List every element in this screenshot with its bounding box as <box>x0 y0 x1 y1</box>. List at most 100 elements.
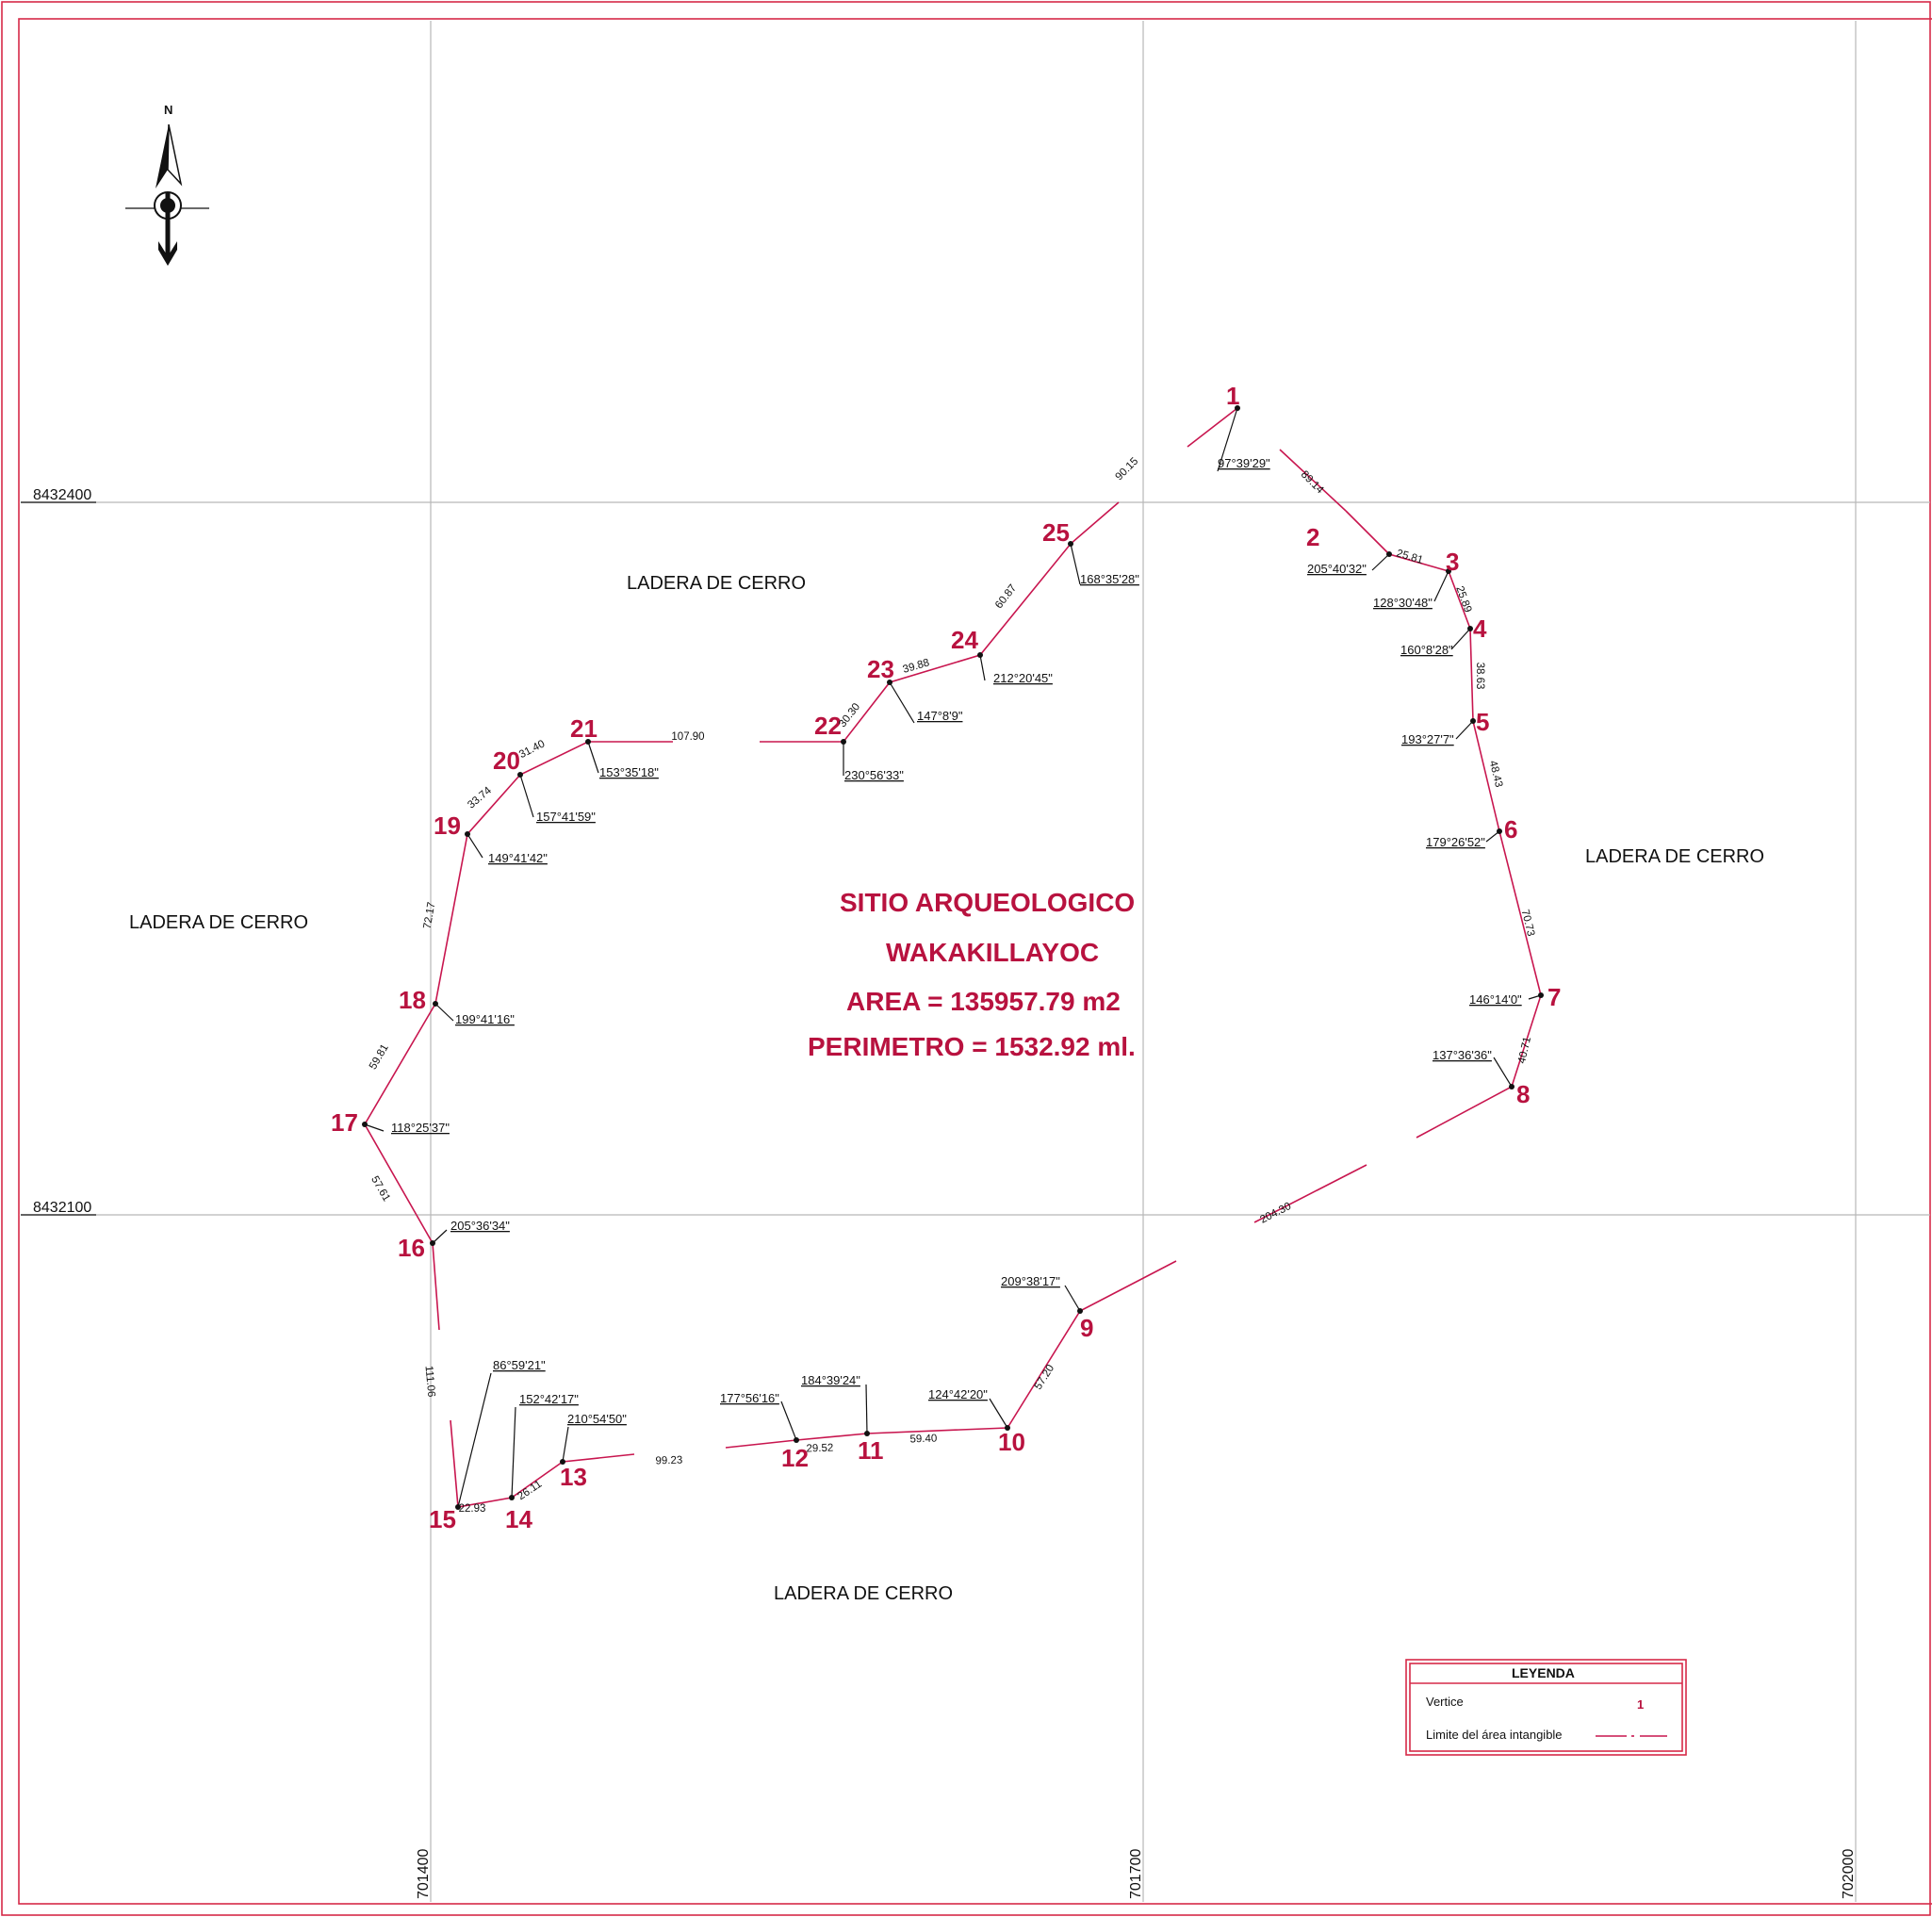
segment-distance: 204.30 <box>1258 1201 1293 1226</box>
vertex-point <box>1497 828 1502 834</box>
site-title: SITIO ARQUEOLOGICO <box>840 888 1135 917</box>
easting-label: 701700 <box>1128 1849 1144 1899</box>
vertex-label: 21 <box>570 714 598 743</box>
angle-leader <box>364 1123 385 1132</box>
segment-distance: 57.20 <box>1033 1363 1056 1392</box>
segment-distance: 29.52 <box>806 1443 833 1455</box>
vertex-3: 3 128°30'48" <box>1373 548 1459 610</box>
boundary-segment <box>450 1419 635 1508</box>
vertex-label: 23 <box>867 655 894 683</box>
vertex-angle: 230°56'33" <box>844 768 904 782</box>
vertex-point <box>433 1001 438 1007</box>
vertex-angle: 160°8'28" <box>1400 643 1453 657</box>
segment-distance: 59.40 <box>909 1434 937 1446</box>
vertex-point <box>1077 1308 1083 1314</box>
angle-leader <box>587 741 599 774</box>
vertex-angle: 147°8'9" <box>917 709 963 723</box>
segment-distance: 70.73 <box>1519 909 1537 938</box>
site-name: WAKAKILLAYOC <box>886 938 1099 967</box>
vertex-point <box>430 1240 435 1246</box>
vertex-angle: 205°40'32" <box>1307 562 1367 576</box>
vertex-4: 4 160°8'28" <box>1400 614 1487 657</box>
grid-labels: 8432400 8432100 701400 701700 702000 <box>21 487 1857 1899</box>
vertex-point <box>560 1459 565 1465</box>
vertex-8: 8 137°36'36" <box>1433 1048 1530 1108</box>
vertex-angle: 152°42'17" <box>519 1392 579 1406</box>
vertex-angle: 205°36'34" <box>450 1219 510 1233</box>
vertex-point <box>455 1504 461 1510</box>
vertex-21: 21 153°35'18" <box>570 714 659 779</box>
boundary-segment <box>1279 449 1347 512</box>
north-arrow-head-outline <box>167 123 183 187</box>
legend-vertex-label: Vertice <box>1426 1695 1464 1709</box>
segment-distance: 99.23 <box>655 1455 682 1467</box>
angle-leader <box>1493 1057 1513 1088</box>
legend-title: LEYENDA <box>1512 1665 1575 1680</box>
region-label-south: LADERA DE CERRO <box>774 1583 953 1604</box>
vertex-25: 25 168°35'28" <box>1042 518 1139 586</box>
vertex-point <box>1068 541 1073 547</box>
vertex-label: 25 <box>1042 518 1070 547</box>
vertex-angle: 199°41'16" <box>455 1012 515 1026</box>
vertex-13: 13 210°54'50" <box>560 1412 627 1491</box>
northing-label: 8432100 <box>33 1200 91 1216</box>
vertex-label: 15 <box>429 1505 456 1533</box>
segment-distance: 48.43 <box>1487 760 1505 789</box>
vertex-angle: 97°39'29" <box>1218 456 1270 470</box>
segment-distance: 111.06 <box>423 1366 437 1398</box>
angle-leader <box>1070 543 1081 585</box>
angle-leader <box>511 1406 516 1499</box>
vertex-point <box>841 739 846 745</box>
vertex-label: 14 <box>505 1505 532 1533</box>
vertex-24: 24 212°20'45" <box>951 626 1053 685</box>
vertex-angle: 153°35'18" <box>599 765 659 779</box>
boundary-segment <box>1187 407 1238 448</box>
vertex-angle: 86°59'21" <box>493 1358 546 1372</box>
angle-leader <box>1450 628 1471 650</box>
vertex-label: 22 <box>814 712 842 740</box>
boundary-segment <box>364 741 673 1331</box>
region-label-north: LADERA DE CERRO <box>627 573 806 594</box>
angle-leader <box>467 833 483 859</box>
easting-label: 701400 <box>416 1849 432 1899</box>
angle-leader <box>780 1401 797 1441</box>
vertex-label: 6 <box>1504 815 1517 844</box>
vertex-angle: 157°41'59" <box>536 810 596 824</box>
vertex-angle: 193°27'7" <box>1401 732 1454 746</box>
vertex-label: 5 <box>1476 708 1489 736</box>
vertex-point <box>509 1495 515 1500</box>
angle-leader <box>1433 570 1449 602</box>
vertex-label: 17 <box>331 1108 358 1137</box>
coordinate-grid <box>21 21 1930 1902</box>
vertex-14: 14 152°42'17" <box>505 1392 579 1533</box>
vertex-point <box>1467 626 1473 631</box>
site-perimeter: PERIMETRO = 1532.92 ml. <box>808 1032 1136 1061</box>
vertex-10: 10 124°42'20" <box>928 1387 1025 1456</box>
segment-distance: 60.87 <box>993 582 1019 611</box>
segment-distance: 26.11 <box>516 1479 544 1503</box>
vertex-point <box>1386 551 1392 557</box>
segment-distance: 72.17 <box>422 901 438 929</box>
vertex-point <box>517 772 523 778</box>
vertex-9: 9 209°38'17" <box>1001 1274 1093 1342</box>
vertex-angle: 177°56'16" <box>720 1391 779 1405</box>
vertex-17: 17 118°25'37" <box>331 1108 450 1137</box>
vertex-angle: 210°54'50" <box>567 1412 627 1426</box>
vertex-angle: 168°35'28" <box>1080 572 1139 586</box>
vertex-angle: 212°20'45" <box>993 671 1053 685</box>
vertex-point <box>1509 1084 1514 1090</box>
vertex-label: 19 <box>434 811 461 840</box>
vertex-angle: 179°26'52" <box>1426 835 1485 849</box>
vertex-6: 6 179°26'52" <box>1426 815 1517 849</box>
angle-leader <box>1371 553 1390 571</box>
vertex-label: 16 <box>398 1234 425 1262</box>
boundary-segment <box>760 501 1120 743</box>
legend-inner-frame <box>1409 1663 1683 1752</box>
segment-distance: 33.74 <box>466 784 494 811</box>
vertex-16: 16 205°36'34" <box>398 1219 510 1262</box>
angle-leader <box>889 681 915 724</box>
vertex-2: 2 205°40'32" <box>1306 523 1392 576</box>
angle-leader <box>1217 407 1238 472</box>
legend: LEYENDA Vertice 1 Limite del área intang… <box>1405 1659 1687 1756</box>
